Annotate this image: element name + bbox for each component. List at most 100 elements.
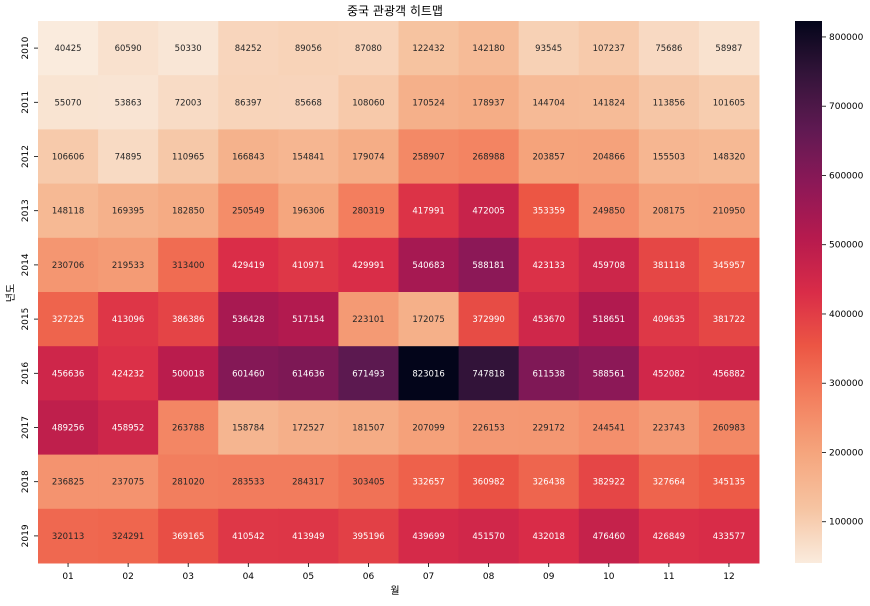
- heatmap-cell: [158, 183, 219, 239]
- heatmap-cell: [278, 454, 339, 510]
- heatmap-cell: [158, 129, 219, 185]
- heatmap-cell: [398, 346, 460, 401]
- heatmap-cell: [518, 129, 580, 185]
- y-axis-label: 년도: [5, 284, 17, 302]
- x-tick-label: 10: [603, 572, 615, 582]
- cell-value-label: 89056: [295, 44, 322, 54]
- cell-value-label: 55070: [55, 98, 82, 108]
- heatmap-cell: [638, 508, 700, 564]
- y-tick-label: 2014: [21, 253, 31, 276]
- heatmap-cell: [398, 75, 460, 130]
- cell-value-label: 381722: [713, 315, 745, 325]
- heatmap-cell: [638, 183, 700, 239]
- cell-value-label: 611538: [532, 369, 564, 379]
- heatmap-cell: [458, 400, 520, 456]
- cell-value-label: 179074: [352, 153, 384, 163]
- heatmap-cell: [158, 237, 219, 293]
- heatmap-cell: [398, 292, 460, 347]
- cell-value-label: 518651: [593, 315, 625, 325]
- cell-value-label: 230706: [52, 261, 84, 271]
- heatmap-cell: [98, 400, 159, 456]
- cell-value-label: 381118: [653, 261, 685, 271]
- heatmap-cell: [218, 346, 279, 401]
- cell-value-label: 86397: [235, 98, 262, 108]
- heatmap-cell: [278, 292, 339, 347]
- heatmap-cell: [518, 75, 580, 130]
- heatmap-cell: [518, 21, 580, 76]
- cell-value-label: 327664: [653, 478, 685, 488]
- heatmap-cell: [338, 454, 399, 510]
- heatmap-cell: [98, 129, 159, 185]
- y-tick-label: 2012: [21, 145, 31, 168]
- cell-value-label: 237075: [112, 478, 144, 488]
- cell-value-label: 155503: [653, 153, 685, 163]
- colorbar-tick-label: 100000: [829, 518, 864, 528]
- colorbar-tick-label: 500000: [829, 241, 864, 251]
- heatmap-cell: [218, 183, 279, 239]
- heatmap-cell: [38, 454, 99, 510]
- heatmap-cell: [698, 129, 760, 185]
- heatmap-cell: [338, 21, 399, 76]
- heatmap-cell: [278, 21, 339, 76]
- cell-value-label: 210950: [713, 207, 745, 217]
- heatmap-cell: [578, 346, 640, 401]
- cell-value-label: 489256: [52, 424, 84, 434]
- cell-value-label: 108060: [352, 98, 384, 108]
- heatmap-cell: [578, 237, 640, 293]
- cell-value-label: 110965: [172, 153, 204, 163]
- cell-value-label: 413949: [292, 532, 324, 542]
- colorbar-ticks: 100000 200000 300000 400000 500000 600000 7000…: [822, 33, 864, 528]
- heatmap-cell: [638, 21, 700, 76]
- cell-value-label: 382922: [593, 478, 625, 488]
- heatmap-cell: [518, 346, 580, 401]
- cell-value-label: 410542: [232, 532, 264, 542]
- heatmap-cell: [338, 400, 399, 456]
- heatmap-cell: [98, 346, 159, 401]
- cell-value-label: 172527: [292, 424, 324, 434]
- cell-value-label: 250549: [232, 207, 264, 217]
- heatmap-cell: [698, 400, 760, 456]
- heatmap-cell: [458, 237, 520, 293]
- cell-value-label: 148320: [713, 153, 745, 163]
- heatmap-cell: [158, 75, 219, 130]
- cell-value-label: 747818: [472, 369, 504, 379]
- heatmap-cell: [338, 508, 399, 564]
- cell-value-label: 229172: [532, 424, 564, 434]
- cell-value-label: 260983: [713, 424, 745, 434]
- colorbar-tick-label: 600000: [829, 171, 864, 181]
- heatmap-cell: [398, 508, 460, 564]
- cell-value-label: 476460: [593, 532, 625, 542]
- heatmap-cell: [458, 292, 520, 347]
- cell-value-label: 181507: [352, 424, 384, 434]
- cell-value-label: 410971: [292, 261, 324, 271]
- heatmap-cell: [38, 292, 99, 347]
- heatmap-cell: [578, 129, 640, 185]
- cell-value-label: 456882: [713, 369, 745, 379]
- heatmap-cell: [338, 346, 399, 401]
- heatmap-cell: [158, 21, 219, 76]
- heatmap-cell: [98, 454, 159, 510]
- heatmap-cell: [698, 454, 760, 510]
- cell-value-label: 345135: [713, 478, 745, 488]
- heatmap-cell: [98, 292, 159, 347]
- colorbar-tick-label: 800000: [829, 33, 864, 43]
- cell-value-label: 50330: [175, 44, 202, 54]
- cell-value-label: 93545: [535, 44, 562, 54]
- cell-value-label: 263788: [172, 424, 204, 434]
- heatmap-cell: [98, 21, 159, 76]
- cell-value-label: 451570: [472, 532, 504, 542]
- x-tick-label: 03: [182, 572, 193, 582]
- heatmap-cell: [638, 75, 700, 130]
- cell-value-label: 60590: [115, 44, 142, 54]
- heatmap-cell: [698, 292, 760, 347]
- cell-value-label: 429419: [232, 261, 264, 271]
- cell-value-label: 433577: [713, 532, 745, 542]
- cell-value-label: 58987: [715, 44, 742, 54]
- cell-value-label: 154841: [292, 153, 324, 163]
- cell-value-label: 424232: [112, 369, 144, 379]
- heatmap-cell: [38, 75, 99, 130]
- x-tick-label: 05: [303, 572, 314, 582]
- heatmap-cell: [638, 129, 700, 185]
- cell-value-label: 588561: [593, 369, 625, 379]
